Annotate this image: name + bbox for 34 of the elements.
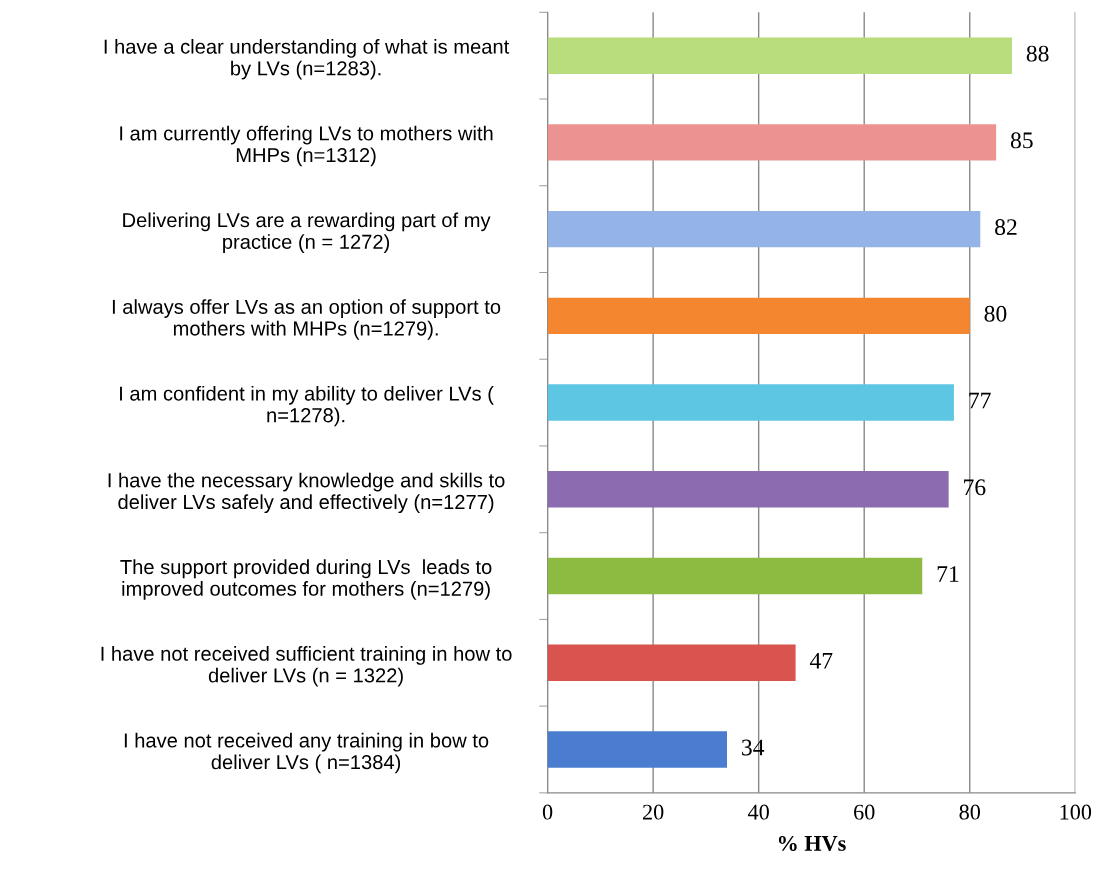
y-tick-label: I am currently offering LVs to mothers with MHPs (n=1312) bbox=[120, 125, 493, 167]
bar bbox=[547, 297, 970, 335]
y-tick-label: I have the necessary knowledge and skills to deliver LVs safely and effectively (n=1277) bbox=[108, 472, 505, 514]
y-tick-label: Delivering LVs are a rewarding part of my practice (n = 1272) bbox=[123, 212, 491, 253]
bar bbox=[547, 124, 997, 161]
bar bbox=[547, 37, 1012, 74]
bar bbox=[547, 471, 949, 508]
data-label: 34 bbox=[742, 739, 765, 756]
x-tick-label: 0 bbox=[542, 804, 553, 820]
x-tick-label: 100 bbox=[1060, 804, 1092, 820]
data-label: 85 bbox=[1010, 132, 1033, 149]
data-label: 47 bbox=[809, 652, 833, 669]
bar bbox=[547, 731, 728, 768]
x-tick-label: 40 bbox=[747, 804, 769, 820]
y-tick-label: I have a clear understanding of what is meant by LVs (n=1283). bbox=[104, 38, 510, 80]
y-tick-label: I have not received any training in bow to deliver LVs ( n=1384) bbox=[124, 732, 489, 774]
data-label: 71 bbox=[937, 566, 959, 582]
bar bbox=[547, 644, 796, 681]
data-label: 82 bbox=[995, 219, 1017, 236]
bar bbox=[547, 557, 923, 595]
x-tick-label: 20 bbox=[642, 804, 664, 820]
y-tick-label: I am confident in my ability to deliver LVs ( n=1278). bbox=[120, 385, 494, 427]
bar bbox=[547, 384, 954, 421]
x-axis-title: % HVs bbox=[778, 835, 846, 851]
bar bbox=[547, 210, 981, 248]
y-tick-label: I have not received sufficient training in how to deliver LVs (n = 1322) bbox=[101, 646, 512, 687]
data-label: 76 bbox=[964, 479, 986, 496]
data-label: 77 bbox=[969, 392, 991, 409]
data-label: 88 bbox=[1026, 45, 1049, 62]
y-tick-label: I always offer LVs as an option of support to mothers with MHPs (n=1279). bbox=[112, 299, 501, 340]
x-tick-label: 80 bbox=[959, 804, 981, 820]
data-label: 80 bbox=[984, 305, 1007, 322]
y-tick-label: The support provided during LVs leads to improved outcomes for mothers (n=1279) bbox=[120, 559, 492, 600]
x-tick-label: 60 bbox=[854, 804, 875, 820]
